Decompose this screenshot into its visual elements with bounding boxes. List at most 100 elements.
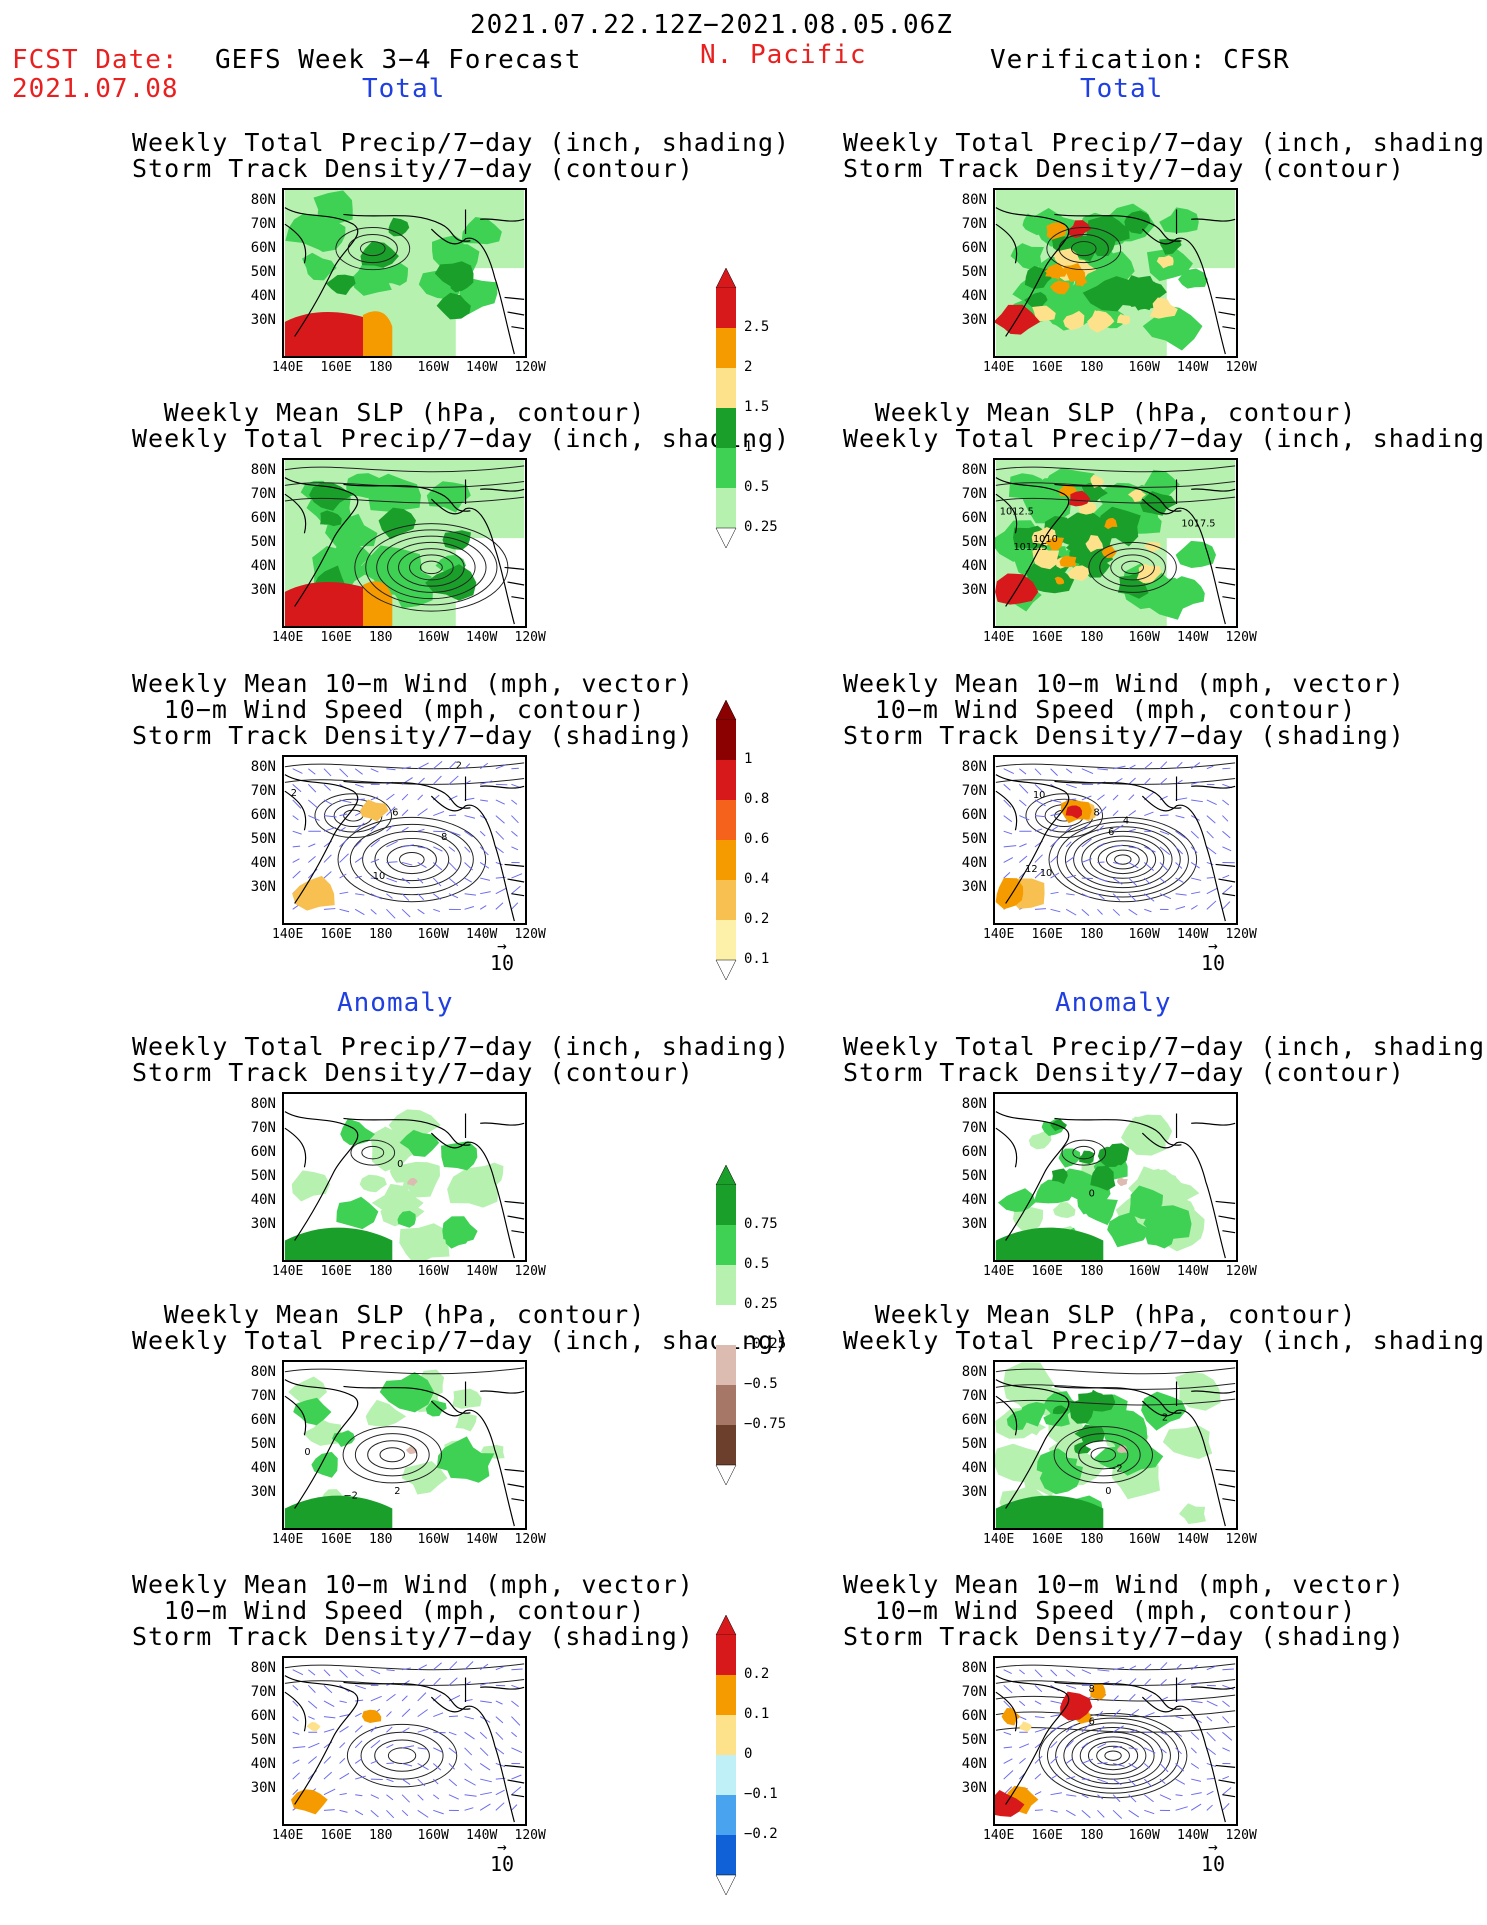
coastline — [1141, 1132, 1226, 1259]
lon-label: 160W — [417, 1532, 449, 1547]
wind-vector — [417, 1692, 427, 1702]
wind-vector — [1065, 841, 1072, 848]
coastline — [430, 498, 515, 625]
anomaly-shading — [476, 1162, 504, 1187]
coastline — [464, 1381, 525, 1406]
lat-label: 80N — [961, 192, 987, 208]
wind-vector — [1112, 1725, 1124, 1733]
wind-vector — [432, 877, 442, 887]
wind-vector — [1191, 1682, 1200, 1686]
wind-vector — [1128, 777, 1136, 785]
wind-vector — [511, 830, 518, 837]
anomaly-shading — [425, 1399, 447, 1417]
wind-vector — [1050, 799, 1062, 803]
wind-vector — [1128, 794, 1135, 801]
wind-vector — [1065, 908, 1077, 916]
wind-vector — [1222, 1716, 1230, 1724]
coastline — [1215, 1468, 1236, 1502]
colorbar-segment — [716, 288, 736, 328]
coastline — [1054, 213, 1182, 242]
lon-label: 160W — [417, 630, 449, 645]
wind-vector — [464, 763, 471, 770]
wind-vector — [370, 908, 377, 915]
lat-label: 30N — [961, 1780, 987, 1796]
wind-vector — [308, 799, 318, 808]
lat-label: 40N — [961, 1192, 987, 1208]
contour-line — [1090, 1447, 1117, 1463]
lon-label: 160W — [1128, 1532, 1160, 1547]
lat-label: 80N — [250, 462, 276, 478]
wind-vector — [1112, 1762, 1125, 1767]
contour-label: 10 — [373, 871, 385, 882]
lon-label: 140W — [1177, 360, 1209, 375]
contour-line — [337, 816, 487, 903]
wind-vector — [1112, 1778, 1122, 1786]
wind-vector — [1081, 1722, 1091, 1733]
wind-vector — [323, 871, 332, 879]
wind-vector — [1175, 1678, 1186, 1686]
wind-vector — [417, 1778, 426, 1787]
colorbar-storm-anomaly-svg — [715, 1614, 737, 1896]
wind-vector — [1222, 901, 1231, 910]
colorbar-precip-total: 2.5 2 1.5 1 0.5 0.25 — [714, 267, 804, 562]
wind-vector — [1112, 844, 1123, 848]
anomaly-shading — [1018, 1402, 1048, 1427]
wind-vector — [448, 760, 457, 770]
lat-label: 60N — [250, 240, 276, 256]
contour-label: 1010 — [1033, 534, 1058, 545]
wind-vector — [417, 1664, 428, 1671]
coastline — [284, 477, 359, 607]
coastline — [1175, 1113, 1236, 1138]
wind-vector — [1175, 797, 1188, 801]
lat-label: 40N — [250, 1460, 276, 1476]
wind-vector — [339, 839, 348, 848]
wind-vector — [495, 830, 505, 840]
wind-vector — [1128, 810, 1137, 816]
contour-line — [374, 1739, 430, 1772]
wind-vector — [339, 1726, 349, 1733]
map-panel: 0 — [282, 1092, 527, 1262]
colorbar-segment — [716, 1715, 736, 1755]
wind-vector — [1050, 1700, 1063, 1705]
wind-vector — [292, 1716, 299, 1722]
colorbar-segment — [716, 800, 736, 840]
map-canvas: 0 2 −2 — [284, 1367, 525, 1528]
wind-vector — [1159, 814, 1169, 817]
wind-vector — [355, 1699, 364, 1702]
wind-vector — [401, 766, 411, 770]
lon-label: 120W — [514, 1264, 546, 1279]
lon-label: 140W — [1177, 1264, 1209, 1279]
wind-vector — [1019, 768, 1027, 775]
fcst-label: FCST Date: — [12, 45, 179, 75]
wind-vector — [1097, 1809, 1105, 1818]
lat-label: 30N — [961, 312, 987, 328]
contour-line — [408, 554, 454, 581]
precip-shading — [447, 274, 473, 293]
colorbar-label: −0.2 — [744, 1826, 778, 1842]
wind-vector — [1097, 768, 1109, 771]
wind-vector — [495, 902, 504, 910]
wind-vector — [386, 1778, 394, 1783]
wind-vector — [1128, 846, 1139, 849]
anomaly-shading — [480, 1444, 505, 1459]
panel-title-line: Storm Track Density/7−day (contour) — [843, 1058, 1405, 1087]
precip-shading — [1127, 489, 1147, 503]
precip-shading — [1104, 517, 1118, 530]
wind-vector — [1003, 1746, 1013, 1749]
colorbar-segment — [716, 1835, 736, 1875]
panel-title-line: Weekly Total Precip/7−day (inch, shading… — [132, 1326, 791, 1355]
wind-vector — [370, 893, 383, 900]
wind-vector — [464, 862, 473, 871]
wind-vector — [370, 1669, 381, 1675]
wind-vector — [448, 862, 458, 871]
wind-vector — [1019, 1669, 1025, 1675]
precip-shading — [1139, 491, 1177, 516]
wind-vector — [511, 846, 519, 851]
precip-shading — [284, 312, 363, 356]
lon-label: 160E — [320, 1532, 352, 1547]
colorbar-label: 0.8 — [744, 791, 770, 807]
anomaly-shading — [997, 1188, 1036, 1212]
wind-vector — [417, 794, 424, 801]
coastline — [1141, 795, 1226, 922]
wind-vector — [1206, 830, 1214, 839]
